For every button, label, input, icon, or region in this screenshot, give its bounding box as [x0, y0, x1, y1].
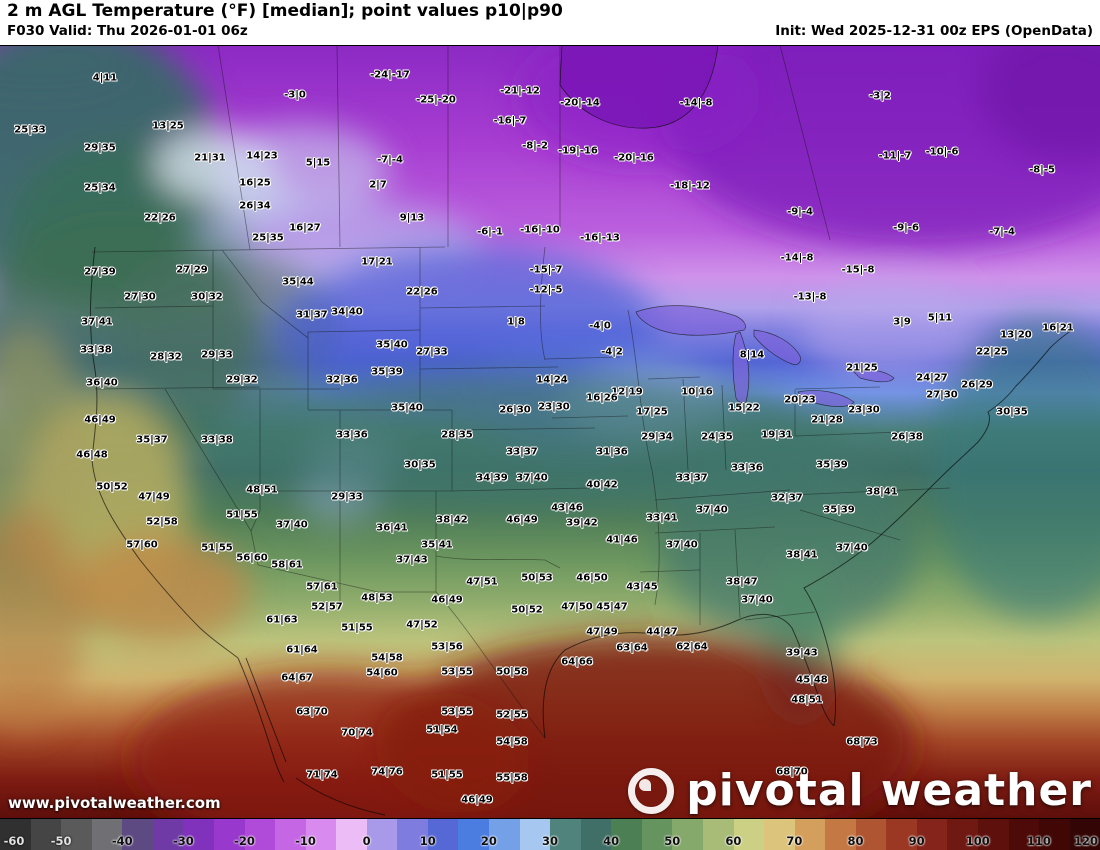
- colorbar-segment: [244, 819, 276, 850]
- temperature-field-svg: [0, 45, 1100, 818]
- lake-ontario: [853, 369, 895, 383]
- brand-watermark: pivotal weather: [628, 768, 1092, 814]
- colorbar-segment: [886, 819, 917, 850]
- colorbar-segment: [733, 819, 765, 850]
- colorbar-segment: [611, 819, 642, 850]
- colorbar-segment: [580, 819, 612, 850]
- lake-michigan: [732, 331, 750, 404]
- lakes: [559, 45, 895, 407]
- lake-superior: [635, 305, 746, 336]
- temperature-regions: [0, 45, 1100, 818]
- state-borders: [91, 45, 951, 739]
- colorbar-segment: [947, 819, 978, 850]
- colorbar-segment: [122, 819, 153, 850]
- valid-time-label: F030 Valid: Thu 2026-01-01 06z: [7, 23, 248, 39]
- colorbar-segment: [641, 819, 673, 850]
- lake-huron: [753, 329, 801, 365]
- colorbar-segment: [550, 819, 581, 850]
- colorbar-segment: [213, 819, 245, 850]
- colorbar-segment: [458, 819, 489, 850]
- colorbar-segment: [366, 819, 398, 850]
- colorbar-segment: [916, 819, 948, 850]
- colorbar-segment: [825, 819, 856, 850]
- colorbar-segment: [61, 819, 92, 850]
- colorbar-segment: [336, 819, 367, 850]
- colorbar-segment: [489, 819, 520, 850]
- hudson-bay: [559, 45, 719, 129]
- brand-name: pivotal weather: [686, 765, 1092, 816]
- colorbar-segments: [0, 818, 1100, 850]
- colorbar-segment: [91, 819, 123, 850]
- colorbar-segment: [672, 819, 703, 850]
- colorbar-segment: [855, 819, 887, 850]
- pivotal-weather-logo-icon: [628, 768, 675, 814]
- colorbar-segment: [397, 819, 428, 850]
- site-watermark: www.pivotalweather.com: [8, 794, 221, 812]
- colorbar-segment: [978, 819, 1009, 850]
- colorbar-segment: [183, 819, 214, 850]
- colorbar-segment: [519, 819, 551, 850]
- colorbar-segment: [1039, 819, 1070, 850]
- colorbar-segment: [0, 819, 31, 850]
- lake-erie: [797, 390, 855, 407]
- colorbar-segment: [427, 819, 459, 850]
- colorbar-segment: [794, 819, 826, 850]
- colorbar-segment: [152, 819, 184, 850]
- page-title: 2 m AGL Temperature (°F) [median]; point…: [7, 1, 563, 21]
- coastlines: [90, 246, 1073, 816]
- colorbar-segment: [1008, 819, 1040, 850]
- colorbar-segment: [764, 819, 795, 850]
- init-time-label: Init: Wed 2025-12-31 00z EPS (OpenData): [775, 23, 1093, 39]
- colorbar-segment: [702, 819, 734, 850]
- header: 2 m AGL Temperature (°F) [median]; point…: [0, 0, 1100, 46]
- colorbar-segment: [1069, 819, 1100, 850]
- colorbar-segment: [305, 819, 337, 850]
- temperature-map: [0, 45, 1100, 818]
- colorbar-segment: [30, 819, 62, 850]
- colorbar-segment: [275, 819, 306, 850]
